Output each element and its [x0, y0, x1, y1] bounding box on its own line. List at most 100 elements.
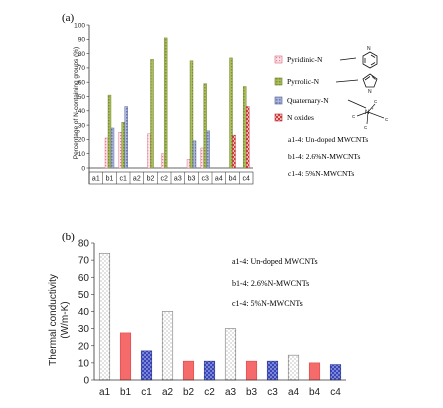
panel-a-category-b2: b2	[147, 176, 155, 183]
panel-b-y-tick-label: 10	[78, 358, 90, 369]
panel-b-bar-b1	[119, 332, 132, 381]
panel-a-y-tick-label: 90	[78, 37, 86, 44]
panel-b-y-tick-label: 0	[83, 376, 89, 387]
panel-a-y-tick-label: 50	[78, 94, 86, 101]
svg-text:C: C	[364, 125, 368, 130]
panel-a-bar-b3-pyridinic-n	[186, 159, 191, 169]
panel-a-y-tick-label: 0	[81, 165, 85, 172]
panel-a-category-b4: b4	[229, 176, 237, 183]
panel-b-category-a4: a4	[288, 387, 300, 398]
panel-a-bar-b3-quaternary-n	[192, 140, 197, 169]
panel-b-bar-c1	[140, 350, 153, 381]
panel-a: (a) Percentage of N-containing groups (%…	[62, 12, 389, 185]
panel-a-y-tick-label: 80	[78, 51, 86, 58]
panel-b-bar-c4	[329, 364, 342, 381]
panel-a-bar-c4-pyrrolic-n	[242, 86, 247, 169]
panel-a-bar-c4-n-oxides	[245, 106, 250, 169]
panel-a-bar-b1-quaternary-n	[110, 127, 115, 169]
panel-a-bar-b1-pyridinic-n	[104, 137, 109, 169]
legend-label-quaternary: Quaternary-N	[287, 96, 329, 105]
panel-b-y-tick-label: 30	[78, 324, 90, 335]
panel-b-y-tick-label: 80	[78, 239, 90, 250]
svg-text:N: N	[368, 89, 372, 95]
quaternary-structure-icon: N + C C C C	[347, 99, 389, 130]
panel-a-y-ticks: 0 10 20 30 40 50 60 70 80 90 100	[74, 22, 253, 172]
panel-b-category-b1: b1	[120, 387, 132, 398]
panel-a-y-tick-label: 70	[78, 65, 86, 72]
panel-a-y-tick-label: 40	[78, 108, 86, 115]
panel-a-category-a1: a1	[92, 176, 100, 183]
panel-a-bar-c3-pyridinic-n	[200, 147, 204, 169]
panel-a-y-tick-label: 60	[78, 80, 86, 87]
legend-label-pyridinic: Pyridinic-N	[287, 55, 323, 64]
panel-a-category-c4: c4	[242, 176, 250, 183]
panel-a-y-tick-label: 30	[78, 122, 86, 129]
legend-swatch-quaternary	[274, 96, 283, 105]
panel-a-notes: a1-4: Un-doped MWCNTs b1-4: 2.6%N-MWCNTs…	[288, 135, 368, 178]
svg-text:C: C	[374, 99, 378, 104]
panel-b-bar-c3	[266, 360, 279, 381]
panel-a-bar-c2-pyrrolic-n	[163, 37, 168, 169]
panel-a-bar-b4-pyrrolic-n	[229, 57, 233, 169]
pyridine-structure-icon: N	[339, 46, 378, 69]
panel-a-y-axis-label: Percentage of N-containing groups (%)	[73, 47, 80, 159]
panel-a-category-c3: c3	[201, 176, 209, 183]
panel-a-bar-c3-pyrrolic-n	[203, 83, 207, 169]
panel-b-bar-b4	[308, 362, 321, 381]
panel-a-bar-b1-pyrrolic-n	[107, 94, 112, 169]
panel-a-label: (a)	[62, 12, 75, 24]
panel-a-bar-c1-pyrrolic-n	[121, 122, 125, 169]
panel-a-bar-b2-pyridinic-n	[147, 133, 151, 169]
panel-b-note-c: c1-4: 5%N-MWCNTs	[232, 299, 303, 308]
panel-a-y-tick-label: 20	[78, 137, 86, 144]
panel-b-y-axis-label: Thermal conductivity	[48, 274, 59, 366]
panel-b-category-c1: c1	[141, 387, 152, 398]
panel-a-category-c1: c1	[119, 176, 127, 183]
panel-a-legend: Pyridinic-N Pyrrolic-N Quaternary-N N ox…	[274, 55, 329, 122]
panel-a-note-b: b1-4: 2.6%N-MWCNTs	[288, 152, 360, 161]
panel-b-notes: a1-4: Un-doped MWCNTs b1-4: 2.6%N-MWCNTs…	[232, 257, 318, 308]
panel-a-y-tick-label: 100	[74, 22, 85, 29]
panel-a-bar-c1-quaternary-n	[124, 106, 128, 169]
panel-b-bar-a2	[161, 311, 174, 381]
svg-text:N: N	[367, 46, 371, 52]
panel-b-label: (b)	[62, 231, 75, 243]
panel-a-bar-b2-pyrrolic-n	[150, 59, 154, 169]
panel-b-category-a2: a2	[162, 387, 174, 398]
panel-a-bar-b3-pyrrolic-n	[189, 60, 194, 169]
panel-b-y-tick-label: 60	[78, 273, 90, 284]
panel-b-bar-b3	[245, 360, 258, 381]
panel-b-y-tick-label: 20	[78, 341, 90, 352]
panel-a-category-b1: b1	[106, 176, 114, 183]
panel-a-bars	[104, 37, 250, 169]
panel-b-category-c4: c4	[330, 387, 341, 398]
legend-swatch-pyrrolic	[274, 77, 283, 86]
panel-b-category-b3: b3	[246, 387, 258, 398]
panel-b-note-b: b1-4: 2.6%N-MWCNTs	[232, 279, 309, 288]
panel-a-bar-b4-n-oxides	[232, 134, 236, 169]
panel-b-category-b2: b2	[183, 387, 195, 398]
panel-b-y-ticks: 0 10 20 30 40 50 60 70 80	[78, 239, 94, 387]
panel-a-note-a: a1-4: Un-doped MWCNTs	[288, 135, 368, 144]
panel-b-note-a: a1-4: Un-doped MWCNTs	[232, 257, 318, 266]
panel-b-category-c2: c2	[204, 387, 215, 398]
panel-a-category-b3: b3	[188, 176, 196, 183]
panel-a-y-tick-label: 10	[78, 151, 86, 158]
legend-swatch-noxides	[274, 113, 283, 122]
panel-b-bar-a3	[224, 328, 237, 381]
panel-b-y-tick-label: 50	[78, 290, 90, 301]
svg-text:C: C	[385, 117, 389, 122]
panel-b-category-b4: b4	[309, 387, 321, 398]
panel-a-categories: a1 b1 c1 a2 b2 c2 a3 b3 c3 a4 b4 c4	[88, 171, 254, 185]
panel-a-category-a3: a3	[174, 176, 182, 183]
legend-label-pyrrolic: Pyrrolic-N	[287, 77, 320, 86]
panel-b-category-c3: c3	[267, 387, 278, 398]
panel-b-category-a1: a1	[99, 387, 111, 398]
panel-b-category-a3: a3	[225, 387, 237, 398]
panel-a-bar-c3-quaternary-n	[206, 130, 210, 169]
svg-text:+: +	[371, 106, 374, 111]
panel-b-bar-c2	[203, 360, 216, 381]
panel-a-bar-c1-pyridinic-n	[118, 132, 122, 169]
legend-swatch-pyridinic	[274, 55, 283, 64]
